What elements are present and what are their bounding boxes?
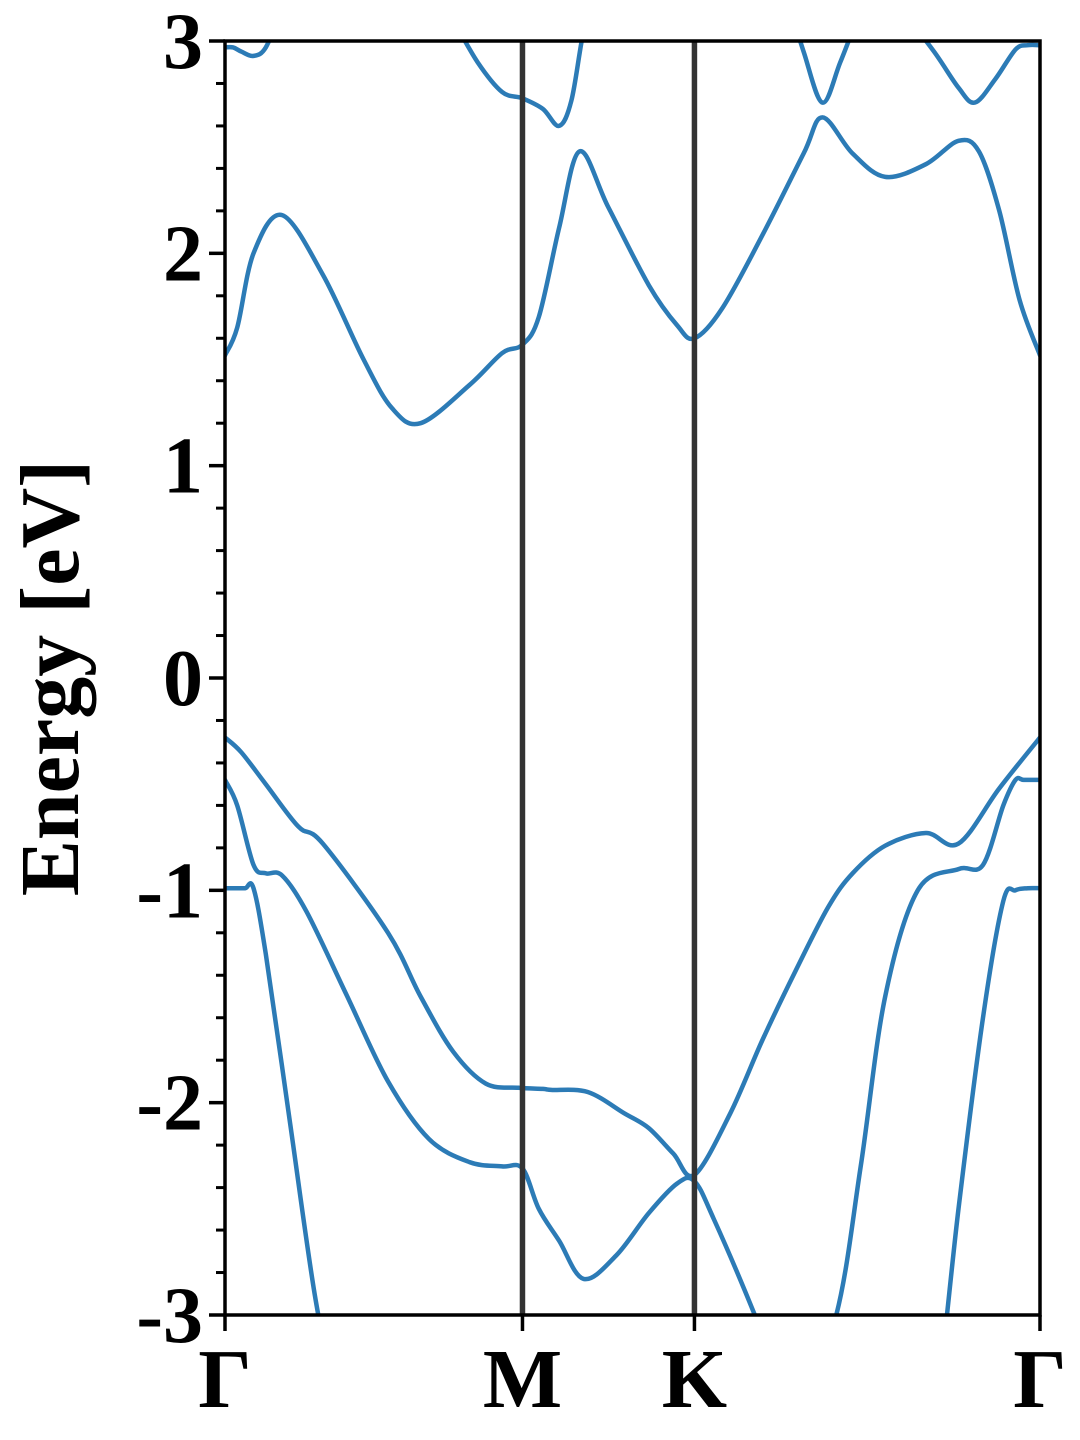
x-tick-label: M [483, 1333, 562, 1426]
band-line-9 [923, 41, 1040, 105]
plot-frame [223, 39, 1042, 1317]
y-tick-label: -3 [136, 1272, 203, 1360]
y-tick-label: -2 [136, 1060, 203, 1148]
y-axis-ticks: -3 -2 -1 0 1 2 3 [136, 0, 225, 1360]
y-tick-label: 0 [163, 635, 203, 723]
band-lines [225, 41, 1040, 1315]
y-tick-label: 2 [163, 210, 203, 298]
band-line-4 [225, 881, 321, 1315]
x-tick-label: Γ [198, 1333, 251, 1426]
x-tick-label: K [662, 1333, 727, 1426]
band-line-7 [462, 41, 584, 129]
y-tick-label: 1 [163, 423, 203, 511]
y-axis-title: Energy [eV] [4, 460, 97, 896]
x-tick-label: Γ [1013, 1333, 1066, 1426]
band-line-8 [797, 41, 852, 105]
band-line-1 [225, 115, 1040, 427]
kpoint-divider-lines [519, 41, 698, 1315]
y-tick-label: 3 [163, 0, 203, 86]
band-line-6 [225, 41, 272, 59]
y-tick-label: -1 [136, 847, 203, 935]
band-line-2 [225, 735, 1040, 1179]
band-line-3 [225, 775, 1040, 1315]
band-line-5 [944, 885, 1040, 1315]
